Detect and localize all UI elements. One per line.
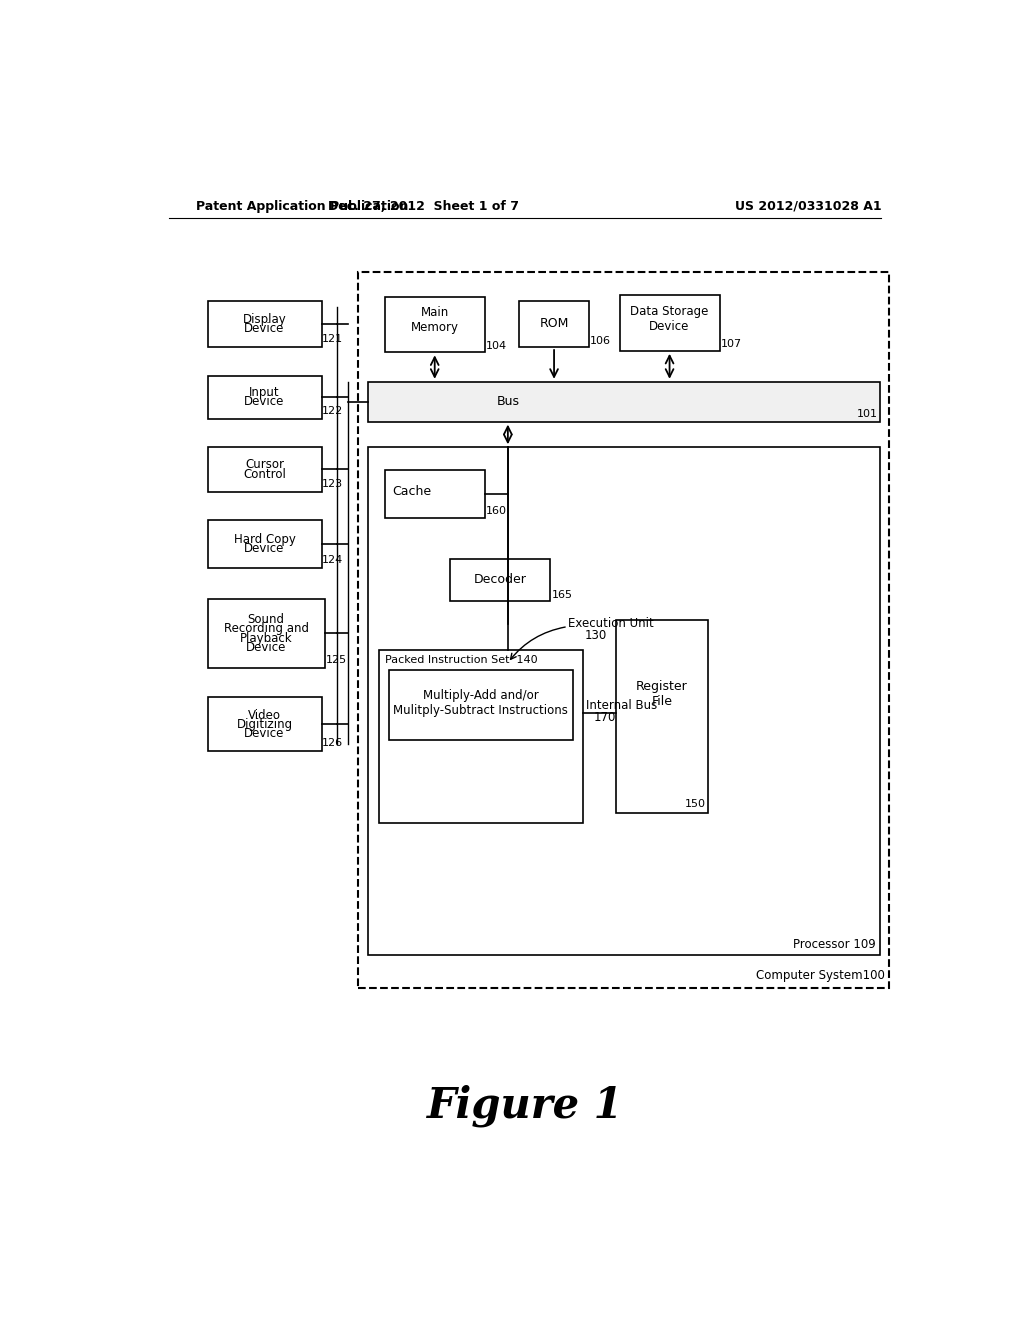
Bar bbox=[208, 599, 325, 668]
Text: 124: 124 bbox=[323, 554, 343, 565]
Text: Hard Copy: Hard Copy bbox=[233, 533, 296, 546]
Text: Patent Application Publication: Patent Application Publication bbox=[196, 199, 409, 213]
Bar bbox=[615, 620, 708, 813]
Bar bbox=[208, 376, 322, 418]
Text: Playback: Playback bbox=[240, 631, 293, 644]
Text: Control: Control bbox=[243, 467, 286, 480]
Text: 106: 106 bbox=[590, 335, 611, 346]
Text: US 2012/0331028 A1: US 2012/0331028 A1 bbox=[735, 199, 882, 213]
Text: 150: 150 bbox=[685, 799, 706, 809]
Text: Processor 109: Processor 109 bbox=[794, 937, 876, 950]
Bar bbox=[388, 671, 573, 739]
Text: Mulitply-Subtract Instructions: Mulitply-Subtract Instructions bbox=[393, 704, 568, 717]
Text: Digitizing: Digitizing bbox=[237, 718, 293, 731]
Text: 170: 170 bbox=[593, 711, 615, 723]
Text: Computer System100: Computer System100 bbox=[757, 969, 885, 982]
Bar bbox=[208, 447, 322, 492]
Text: Dec. 27, 2012  Sheet 1 of 7: Dec. 27, 2012 Sheet 1 of 7 bbox=[328, 199, 519, 213]
Bar bbox=[385, 470, 484, 517]
Text: Device: Device bbox=[245, 322, 285, 335]
Text: Device: Device bbox=[245, 395, 285, 408]
Text: 121: 121 bbox=[323, 334, 343, 345]
Text: 104: 104 bbox=[486, 341, 508, 351]
Text: Recording and: Recording and bbox=[223, 622, 308, 635]
Text: Cursor: Cursor bbox=[245, 458, 284, 471]
Text: Multiply-Add and/or: Multiply-Add and/or bbox=[423, 689, 539, 702]
Text: Video: Video bbox=[248, 709, 281, 722]
Bar bbox=[368, 381, 880, 422]
Text: Cache: Cache bbox=[392, 486, 431, 499]
Text: 107: 107 bbox=[721, 339, 742, 350]
Text: Data Storage
Device: Data Storage Device bbox=[631, 305, 709, 333]
Text: 123: 123 bbox=[323, 479, 343, 488]
Text: 122: 122 bbox=[323, 405, 343, 416]
Bar bbox=[368, 447, 880, 956]
Bar bbox=[379, 649, 584, 822]
Text: Decoder: Decoder bbox=[474, 573, 526, 586]
Text: Display: Display bbox=[243, 313, 287, 326]
Text: 126: 126 bbox=[323, 738, 343, 748]
Text: 101: 101 bbox=[856, 409, 878, 420]
Bar bbox=[208, 301, 322, 347]
Bar bbox=[620, 296, 720, 351]
Text: 165: 165 bbox=[552, 590, 572, 599]
Text: ROM: ROM bbox=[540, 317, 568, 330]
Bar bbox=[385, 297, 484, 352]
Text: 160: 160 bbox=[486, 507, 507, 516]
Bar bbox=[519, 301, 589, 347]
Text: Internal Bus: Internal Bus bbox=[587, 698, 657, 711]
Text: Device: Device bbox=[245, 543, 285, 556]
Text: Input: Input bbox=[249, 385, 280, 399]
Bar bbox=[451, 558, 550, 601]
Text: Register
File: Register File bbox=[636, 680, 688, 708]
Text: Main
Memory: Main Memory bbox=[411, 306, 459, 334]
Bar bbox=[357, 272, 889, 989]
Text: Sound: Sound bbox=[248, 612, 285, 626]
Bar bbox=[208, 520, 322, 568]
Text: Packed Instruction Set  140: Packed Instruction Set 140 bbox=[385, 656, 538, 665]
Text: Device: Device bbox=[245, 727, 285, 741]
Text: 130: 130 bbox=[585, 630, 607, 643]
Bar bbox=[208, 697, 322, 751]
Text: 125: 125 bbox=[326, 655, 346, 665]
Text: Bus: Bus bbox=[497, 395, 519, 408]
Text: Device: Device bbox=[246, 640, 287, 653]
Text: Figure 1: Figure 1 bbox=[426, 1084, 624, 1127]
Text: Execution Unit: Execution Unit bbox=[568, 616, 653, 630]
